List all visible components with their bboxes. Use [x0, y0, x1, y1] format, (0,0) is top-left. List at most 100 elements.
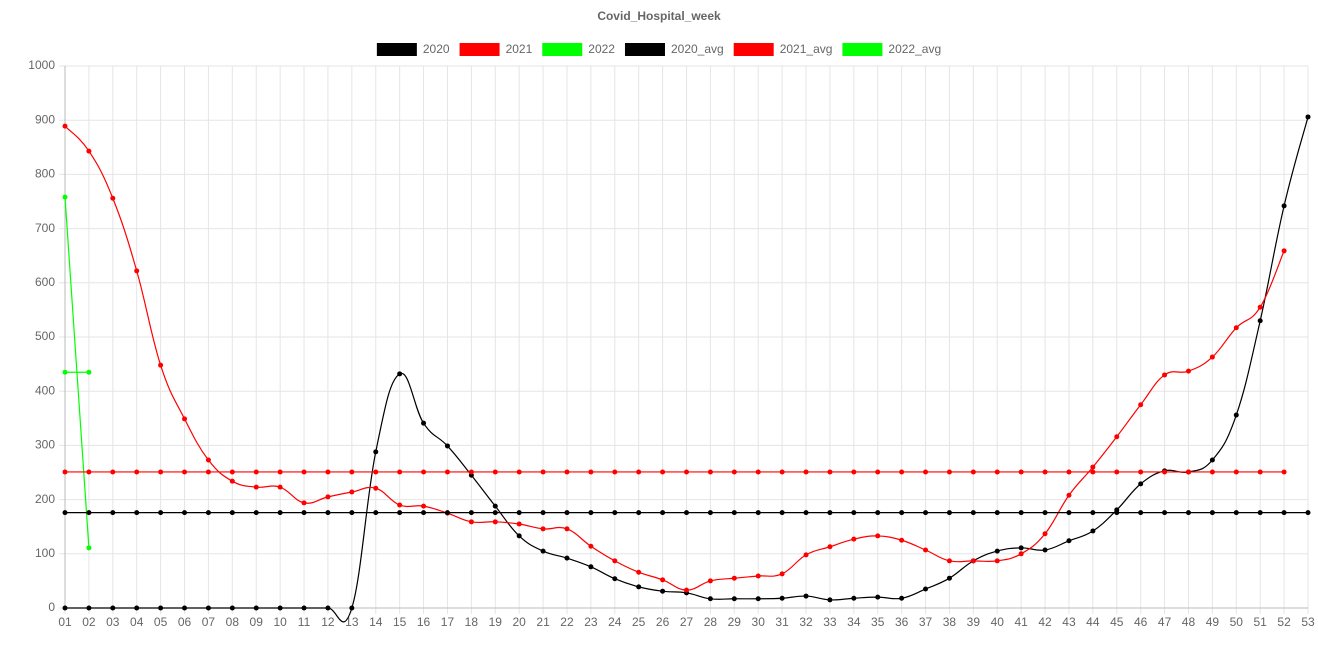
- data-point: [1281, 248, 1287, 254]
- data-point: [540, 469, 546, 475]
- data-point: [1114, 510, 1120, 516]
- data-point: [660, 588, 666, 594]
- data-point: [1233, 510, 1239, 516]
- data-point: [779, 469, 785, 475]
- data-point: [899, 537, 905, 543]
- data-point: [755, 469, 761, 475]
- y-tick-label: 500: [35, 329, 55, 343]
- data-point: [1138, 510, 1144, 516]
- y-tick-label: 600: [35, 275, 55, 289]
- data-point: [277, 469, 283, 475]
- series-line: [64, 125, 1285, 591]
- data-point: [564, 469, 570, 475]
- data-point: [851, 469, 857, 475]
- x-tick-label: 04: [130, 615, 144, 629]
- data-point: [468, 510, 474, 516]
- data-point: [277, 484, 283, 490]
- data-point: [325, 510, 331, 516]
- data-point: [1090, 469, 1096, 475]
- data-point: [325, 469, 331, 475]
- data-point: [994, 469, 1000, 475]
- data-point: [110, 605, 116, 611]
- x-tick-label: 17: [441, 615, 455, 629]
- legend-swatch: [376, 43, 417, 56]
- x-tick-label: 38: [943, 615, 957, 629]
- data-point: [899, 510, 905, 516]
- legend-label: 2021_avg: [780, 42, 833, 56]
- data-point: [421, 420, 427, 426]
- data-point: [755, 596, 761, 602]
- x-tick-label: 32: [799, 615, 813, 629]
- data-point: [62, 194, 68, 200]
- data-point: [1185, 469, 1191, 475]
- data-point: [468, 519, 474, 525]
- x-tick-label: 43: [1062, 615, 1076, 629]
- data-point: [564, 510, 570, 516]
- data-point: [325, 605, 331, 611]
- data-point: [731, 596, 737, 602]
- y-tick-label: 100: [35, 546, 55, 560]
- data-point: [588, 543, 594, 549]
- data-point: [803, 510, 809, 516]
- data-point: [444, 443, 450, 449]
- data-point: [612, 576, 618, 582]
- data-point: [516, 533, 522, 539]
- data-point: [588, 469, 594, 475]
- legend-label: 2020: [423, 42, 450, 56]
- x-tick-label: 05: [154, 615, 168, 629]
- data-point: [1185, 510, 1191, 516]
- data-point: [62, 605, 68, 611]
- x-tick-label: 16: [417, 615, 431, 629]
- data-point: [1090, 510, 1096, 516]
- data-point: [349, 605, 355, 611]
- data-point: [827, 469, 833, 475]
- data-point: [492, 469, 498, 475]
- data-point: [444, 469, 450, 475]
- x-tick-label: 12: [321, 615, 335, 629]
- data-point: [86, 148, 92, 154]
- data-point: [803, 593, 809, 599]
- data-point: [158, 469, 164, 475]
- data-point: [755, 573, 761, 579]
- data-point: [707, 510, 713, 516]
- legend-label: 2020_avg: [671, 42, 724, 56]
- data-point: [636, 510, 642, 516]
- data-point: [946, 558, 952, 564]
- data-point: [468, 469, 474, 475]
- data-point: [492, 519, 498, 525]
- data-point: [612, 510, 618, 516]
- data-point: [803, 552, 809, 558]
- x-tick-label: 29: [728, 615, 742, 629]
- data-point: [540, 548, 546, 554]
- data-point: [397, 371, 403, 377]
- data-point: [994, 558, 1000, 564]
- data-point: [86, 545, 92, 551]
- data-point: [1233, 412, 1239, 418]
- data-point: [755, 510, 761, 516]
- x-tick-label: 36: [895, 615, 909, 629]
- data-point: [1257, 318, 1263, 324]
- data-point: [636, 584, 642, 590]
- data-point: [875, 533, 881, 539]
- x-tick-label: 24: [608, 615, 622, 629]
- data-point: [516, 510, 522, 516]
- x-tick-label: 52: [1277, 615, 1291, 629]
- x-tick-label: 51: [1254, 615, 1268, 629]
- x-tick-label: 22: [560, 615, 574, 629]
- x-tick-label: 15: [393, 615, 407, 629]
- data-point: [1090, 528, 1096, 534]
- data-point: [373, 449, 379, 455]
- data-point: [1114, 434, 1120, 440]
- x-tick-label: 31: [775, 615, 789, 629]
- legend-swatch: [459, 43, 500, 56]
- x-tick-label: 37: [919, 615, 933, 629]
- data-point: [373, 485, 379, 491]
- data-point: [134, 268, 140, 274]
- data-point: [62, 369, 68, 375]
- data-point: [707, 596, 713, 602]
- data-point: [182, 605, 188, 611]
- data-point: [1042, 510, 1048, 516]
- data-point: [158, 510, 164, 516]
- data-point: [1114, 469, 1120, 475]
- data-point: [1162, 469, 1168, 475]
